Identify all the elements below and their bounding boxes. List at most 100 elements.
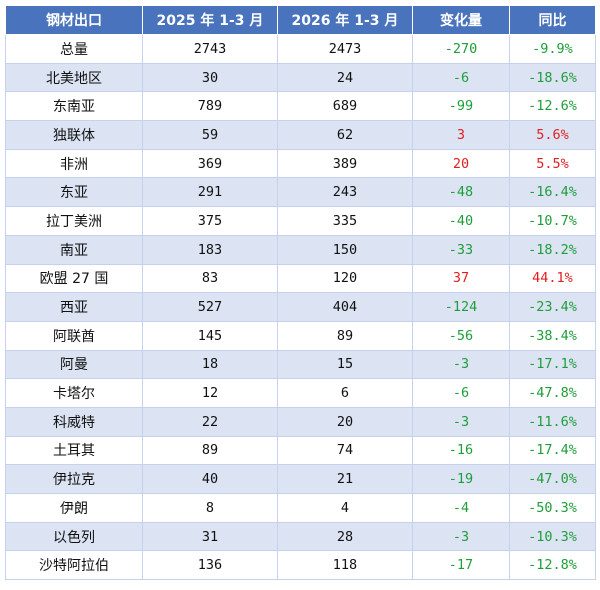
value-2026-cell: 150: [277, 234, 413, 265]
yoy-cell: -23.4%: [509, 292, 596, 322]
change-cell: -99: [412, 91, 510, 122]
region-cell: 西亚: [5, 292, 143, 322]
table-row: 西亚 527 404 -124 -23.4%: [5, 292, 596, 322]
value-2026-cell: 689: [277, 91, 413, 122]
value-2026-cell: 28: [277, 521, 413, 552]
change-cell: -16: [412, 435, 510, 466]
table-row: 欧盟 27 国 83 120 37 44.1%: [5, 263, 596, 294]
value-2025-cell: 8: [142, 493, 278, 523]
value-2026-cell: 243: [277, 177, 413, 208]
value-2025-cell: 2743: [142, 34, 278, 64]
value-2025-cell: 789: [142, 91, 278, 122]
region-cell: 非洲: [5, 148, 143, 179]
value-2026-cell: 118: [277, 550, 413, 581]
region-cell: 独联体: [5, 120, 143, 150]
value-2026-cell: 404: [277, 292, 413, 322]
change-cell: -48: [412, 177, 510, 208]
yoy-cell: -47.0%: [509, 464, 596, 494]
yoy-cell: 5.5%: [509, 148, 596, 179]
region-cell: 伊拉克: [5, 464, 143, 494]
change-cell: 3: [412, 120, 510, 150]
value-2025-cell: 40: [142, 464, 278, 494]
value-2026-cell: 389: [277, 148, 413, 179]
change-cell: -6: [412, 378, 510, 408]
change-cell: -270: [412, 34, 510, 64]
header-change: 变化量: [412, 5, 510, 35]
change-cell: -6: [412, 62, 510, 93]
yoy-cell: -10.3%: [509, 521, 596, 552]
table-row: 阿曼 18 15 -3 -17.1%: [5, 349, 596, 380]
table-row: 东亚 291 243 -48 -16.4%: [5, 177, 596, 208]
value-2026-cell: 20: [277, 406, 413, 437]
change-cell: -40: [412, 206, 510, 236]
table-row: 卡塔尔 12 6 -6 -47.8%: [5, 378, 596, 408]
value-2025-cell: 375: [142, 206, 278, 236]
table-row: 南亚 183 150 -33 -18.2%: [5, 234, 596, 265]
value-2025-cell: 291: [142, 177, 278, 208]
yoy-cell: -38.4%: [509, 320, 596, 351]
value-2025-cell: 18: [142, 349, 278, 380]
region-cell: 土耳其: [5, 435, 143, 466]
region-cell: 东亚: [5, 177, 143, 208]
region-cell: 科威特: [5, 406, 143, 437]
steel-export-table-container: 钢材出口 2025 年 1-3 月 2026 年 1-3 月 变化量 同比 总量…: [5, 5, 596, 581]
change-cell: -19: [412, 464, 510, 494]
value-2025-cell: 136: [142, 550, 278, 581]
yoy-cell: -17.1%: [509, 349, 596, 380]
change-cell: -3: [412, 521, 510, 552]
table-row: 科威特 22 20 -3 -11.6%: [5, 406, 596, 437]
yoy-cell: 44.1%: [509, 263, 596, 294]
table-row: 沙特阿拉伯 136 118 -17 -12.8%: [5, 550, 596, 581]
header-row: 钢材出口 2025 年 1-3 月 2026 年 1-3 月 变化量 同比: [5, 5, 596, 35]
header-yoy: 同比: [509, 5, 596, 35]
steel-export-table: 钢材出口 2025 年 1-3 月 2026 年 1-3 月 变化量 同比 总量…: [5, 5, 596, 581]
header-2025: 2025 年 1-3 月: [142, 5, 278, 35]
change-cell: -33: [412, 234, 510, 265]
value-2026-cell: 15: [277, 349, 413, 380]
value-2026-cell: 4: [277, 493, 413, 523]
change-cell: -17: [412, 550, 510, 581]
change-cell: 37: [412, 263, 510, 294]
value-2025-cell: 12: [142, 378, 278, 408]
region-cell: 东南亚: [5, 91, 143, 122]
table-row: 非洲 369 389 20 5.5%: [5, 148, 596, 179]
table-row: 以色列 31 28 -3 -10.3%: [5, 521, 596, 552]
value-2026-cell: 2473: [277, 34, 413, 64]
change-cell: -3: [412, 406, 510, 437]
value-2025-cell: 89: [142, 435, 278, 466]
value-2026-cell: 335: [277, 206, 413, 236]
table-header: 钢材出口 2025 年 1-3 月 2026 年 1-3 月 变化量 同比: [5, 5, 596, 35]
yoy-cell: -9.9%: [509, 34, 596, 64]
value-2026-cell: 21: [277, 464, 413, 494]
yoy-cell: -18.2%: [509, 234, 596, 265]
change-cell: 20: [412, 148, 510, 179]
value-2025-cell: 59: [142, 120, 278, 150]
table-row: 独联体 59 62 3 5.6%: [5, 120, 596, 150]
value-2025-cell: 22: [142, 406, 278, 437]
table-row: 总量 2743 2473 -270 -9.9%: [5, 34, 596, 64]
value-2026-cell: 62: [277, 120, 413, 150]
yoy-cell: -17.4%: [509, 435, 596, 466]
yoy-cell: -11.6%: [509, 406, 596, 437]
region-cell: 卡塔尔: [5, 378, 143, 408]
value-2025-cell: 30: [142, 62, 278, 93]
header-2026: 2026 年 1-3 月: [277, 5, 413, 35]
region-cell: 拉丁美洲: [5, 206, 143, 236]
value-2025-cell: 183: [142, 234, 278, 265]
table-row: 土耳其 89 74 -16 -17.4%: [5, 435, 596, 466]
change-cell: -3: [412, 349, 510, 380]
value-2026-cell: 89: [277, 320, 413, 351]
table-row: 拉丁美洲 375 335 -40 -10.7%: [5, 206, 596, 236]
table-body: 总量 2743 2473 -270 -9.9% 北美地区 30 24 -6 -18.6% 东南亚 78…: [5, 34, 596, 581]
value-2025-cell: 369: [142, 148, 278, 179]
yoy-cell: -12.6%: [509, 91, 596, 122]
change-cell: -4: [412, 493, 510, 523]
yoy-cell: -18.6%: [509, 62, 596, 93]
region-cell: 伊朗: [5, 493, 143, 523]
yoy-cell: -12.8%: [509, 550, 596, 581]
value-2025-cell: 31: [142, 521, 278, 552]
table-row: 伊朗 8 4 -4 -50.3%: [5, 493, 596, 523]
header-region: 钢材出口: [5, 5, 143, 35]
value-2026-cell: 74: [277, 435, 413, 466]
value-2025-cell: 83: [142, 263, 278, 294]
